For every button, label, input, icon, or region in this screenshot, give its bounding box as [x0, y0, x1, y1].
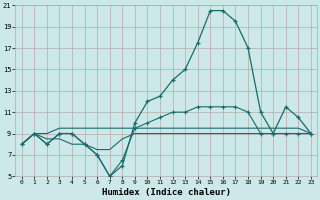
X-axis label: Humidex (Indice chaleur): Humidex (Indice chaleur) — [102, 188, 231, 197]
